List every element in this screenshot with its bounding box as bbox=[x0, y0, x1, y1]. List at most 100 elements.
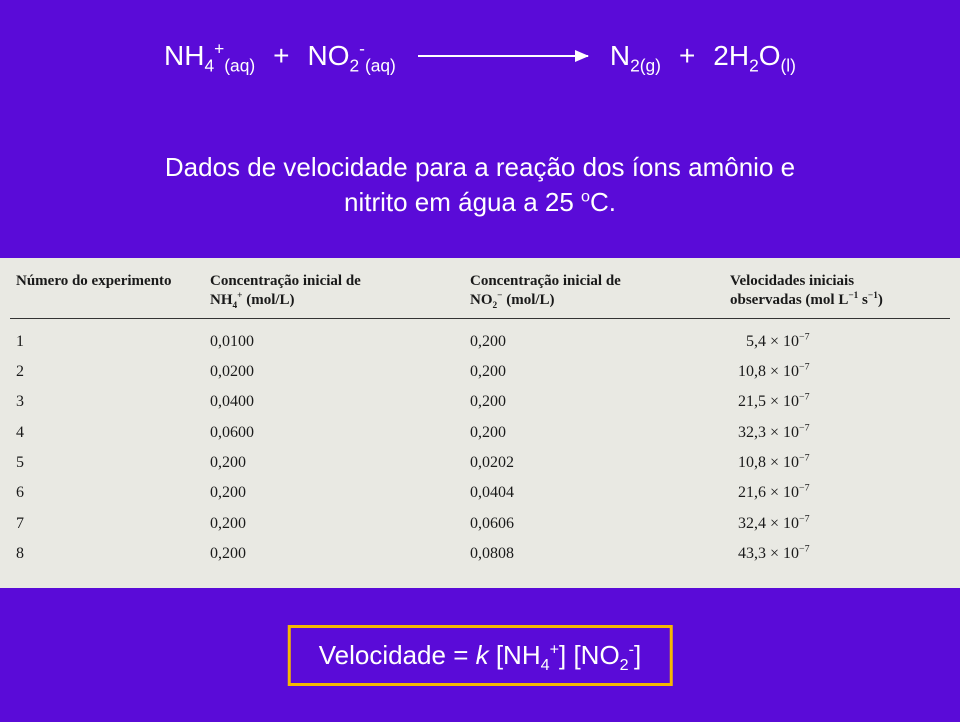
product-nitrogen: N2(g) bbox=[610, 40, 661, 72]
eq-text: N bbox=[610, 40, 630, 71]
cell-nh4: 0,0600 bbox=[210, 418, 470, 448]
table-row: 70,2000,060632,4 × 10−7 bbox=[10, 509, 950, 539]
cell-no2: 0,0606 bbox=[470, 509, 730, 539]
caption-text: C. bbox=[590, 187, 616, 217]
header-species: NH bbox=[210, 292, 233, 308]
eq-sub: 2(g) bbox=[630, 56, 661, 76]
plus-sign: + bbox=[679, 40, 695, 72]
header-species: NO bbox=[470, 292, 493, 308]
col-header-experiment: Número do experimento bbox=[10, 272, 210, 310]
product-water: 2H2O(l) bbox=[713, 40, 796, 72]
header-sub: 4 bbox=[233, 301, 238, 311]
rate-mantissa: 5,4 bbox=[730, 327, 766, 357]
eq-sub: 2 bbox=[350, 56, 360, 76]
cell-experiment: 7 bbox=[10, 509, 210, 539]
header-text: Concentração inicial de bbox=[210, 273, 361, 289]
table-row: 20,02000,20010,8 × 10−7 bbox=[10, 357, 950, 387]
header-text: ) bbox=[878, 292, 883, 308]
eq-text: 2H bbox=[713, 40, 749, 71]
table-row: 10,01000,2005,4 × 10−7 bbox=[10, 327, 950, 357]
header-sup: −1 bbox=[868, 291, 878, 301]
eq-sup: + bbox=[214, 39, 224, 59]
cell-rate: 43,3 × 10−7 bbox=[730, 539, 950, 569]
cell-nh4: 0,200 bbox=[210, 478, 470, 508]
header-text: Velocidades iniciais bbox=[730, 273, 854, 289]
header-text: Concentração inicial de bbox=[470, 273, 621, 289]
rate-mantissa: 21,6 bbox=[730, 478, 766, 508]
formula-sup: + bbox=[550, 640, 559, 658]
eq-phase: (aq) bbox=[365, 56, 396, 76]
cell-rate: 10,8 × 10−7 bbox=[730, 448, 950, 478]
caption: Dados de velocidade para a reação dos ío… bbox=[0, 150, 960, 220]
formula-text: [NH bbox=[489, 640, 541, 670]
reactant-ammonium: NH4+(aq) bbox=[164, 40, 255, 72]
cell-no2: 0,0808 bbox=[470, 539, 730, 569]
eq-phase: (l) bbox=[781, 56, 796, 76]
cell-nh4: 0,200 bbox=[210, 539, 470, 569]
cell-experiment: 4 bbox=[10, 418, 210, 448]
cell-nh4: 0,0200 bbox=[210, 357, 470, 387]
eq-sub: 2 bbox=[749, 56, 759, 76]
eq-text: NO bbox=[308, 40, 350, 71]
rate-power: × 10−7 bbox=[766, 424, 810, 441]
cell-rate: 10,8 × 10−7 bbox=[730, 357, 950, 387]
rate-power: × 10−7 bbox=[766, 454, 810, 471]
cell-no2: 0,0202 bbox=[470, 448, 730, 478]
table-body: 10,01000,2005,4 × 10−720,02000,20010,8 ×… bbox=[10, 327, 950, 570]
cell-experiment: 8 bbox=[10, 539, 210, 569]
eq-sub: 4 bbox=[204, 56, 214, 76]
table-row: 80,2000,080843,3 × 10−7 bbox=[10, 539, 950, 569]
rate-mantissa: 32,4 bbox=[730, 509, 766, 539]
cell-no2: 0,200 bbox=[470, 418, 730, 448]
cell-no2: 0,200 bbox=[470, 327, 730, 357]
eq-text: O bbox=[759, 40, 781, 71]
rate-mantissa: 10,8 bbox=[730, 357, 766, 387]
rate-power: × 10−7 bbox=[766, 515, 810, 532]
cell-experiment: 5 bbox=[10, 448, 210, 478]
col-header-no2: Concentração inicial de NO2− (mol/L) bbox=[470, 272, 730, 310]
caption-line: Dados de velocidade para a reação dos ío… bbox=[0, 150, 960, 185]
col-header-rate: Velocidades iniciais observadas (mol L−1… bbox=[730, 272, 950, 310]
formula-text: Velocidade = bbox=[319, 640, 476, 670]
rate-mantissa: 21,5 bbox=[730, 387, 766, 417]
rate-power: × 10−7 bbox=[766, 333, 810, 350]
cell-no2: 0,0404 bbox=[470, 478, 730, 508]
cell-experiment: 2 bbox=[10, 357, 210, 387]
cell-experiment: 3 bbox=[10, 387, 210, 417]
cell-rate: 32,4 × 10−7 bbox=[730, 509, 950, 539]
cell-nh4: 0,0100 bbox=[210, 327, 470, 357]
caption-line: nitrito em água a 25 oC. bbox=[0, 185, 960, 220]
cell-rate: 5,4 × 10−7 bbox=[730, 327, 950, 357]
rate-mantissa: 10,8 bbox=[730, 448, 766, 478]
cell-no2: 0,200 bbox=[470, 387, 730, 417]
header-unit: (mol/L) bbox=[502, 292, 554, 308]
chemical-equation: NH4+(aq) + NO2-(aq) N2(g) + 2H2O(l) bbox=[0, 40, 960, 72]
table-row: 30,04000,20021,5 × 10−7 bbox=[10, 387, 950, 417]
cell-nh4: 0,200 bbox=[210, 509, 470, 539]
table-row: 40,06000,20032,3 × 10−7 bbox=[10, 418, 950, 448]
eq-text: NH bbox=[164, 40, 204, 71]
reaction-arrow-icon bbox=[418, 55, 588, 57]
table-header-row: Número do experimento Concentração inici… bbox=[10, 272, 950, 319]
cell-no2: 0,200 bbox=[470, 357, 730, 387]
rate-mantissa: 43,3 bbox=[730, 539, 766, 569]
rate-power: × 10−7 bbox=[766, 393, 810, 410]
formula-sub: 4 bbox=[541, 656, 550, 674]
rate-power: × 10−7 bbox=[766, 545, 810, 562]
slide: NH4+(aq) + NO2-(aq) N2(g) + 2H2O(l) Dado… bbox=[0, 0, 960, 722]
rate-mantissa: 32,3 bbox=[730, 418, 766, 448]
formula-k: k bbox=[476, 640, 489, 670]
header-sup: −1 bbox=[848, 291, 858, 301]
rate-power: × 10−7 bbox=[766, 484, 810, 501]
cell-experiment: 1 bbox=[10, 327, 210, 357]
header-unit: (mol/L) bbox=[242, 292, 294, 308]
caption-text: nitrito em água a 25 bbox=[344, 187, 581, 217]
table-row: 50,2000,020210,8 × 10−7 bbox=[10, 448, 950, 478]
degree-sup: o bbox=[581, 187, 590, 205]
header-text: s bbox=[858, 292, 868, 308]
cell-nh4: 0,0400 bbox=[210, 387, 470, 417]
formula-sub: 2 bbox=[620, 656, 629, 674]
formula-text: ] bbox=[634, 640, 641, 670]
cell-rate: 21,6 × 10−7 bbox=[730, 478, 950, 508]
plus-sign: + bbox=[273, 40, 289, 72]
